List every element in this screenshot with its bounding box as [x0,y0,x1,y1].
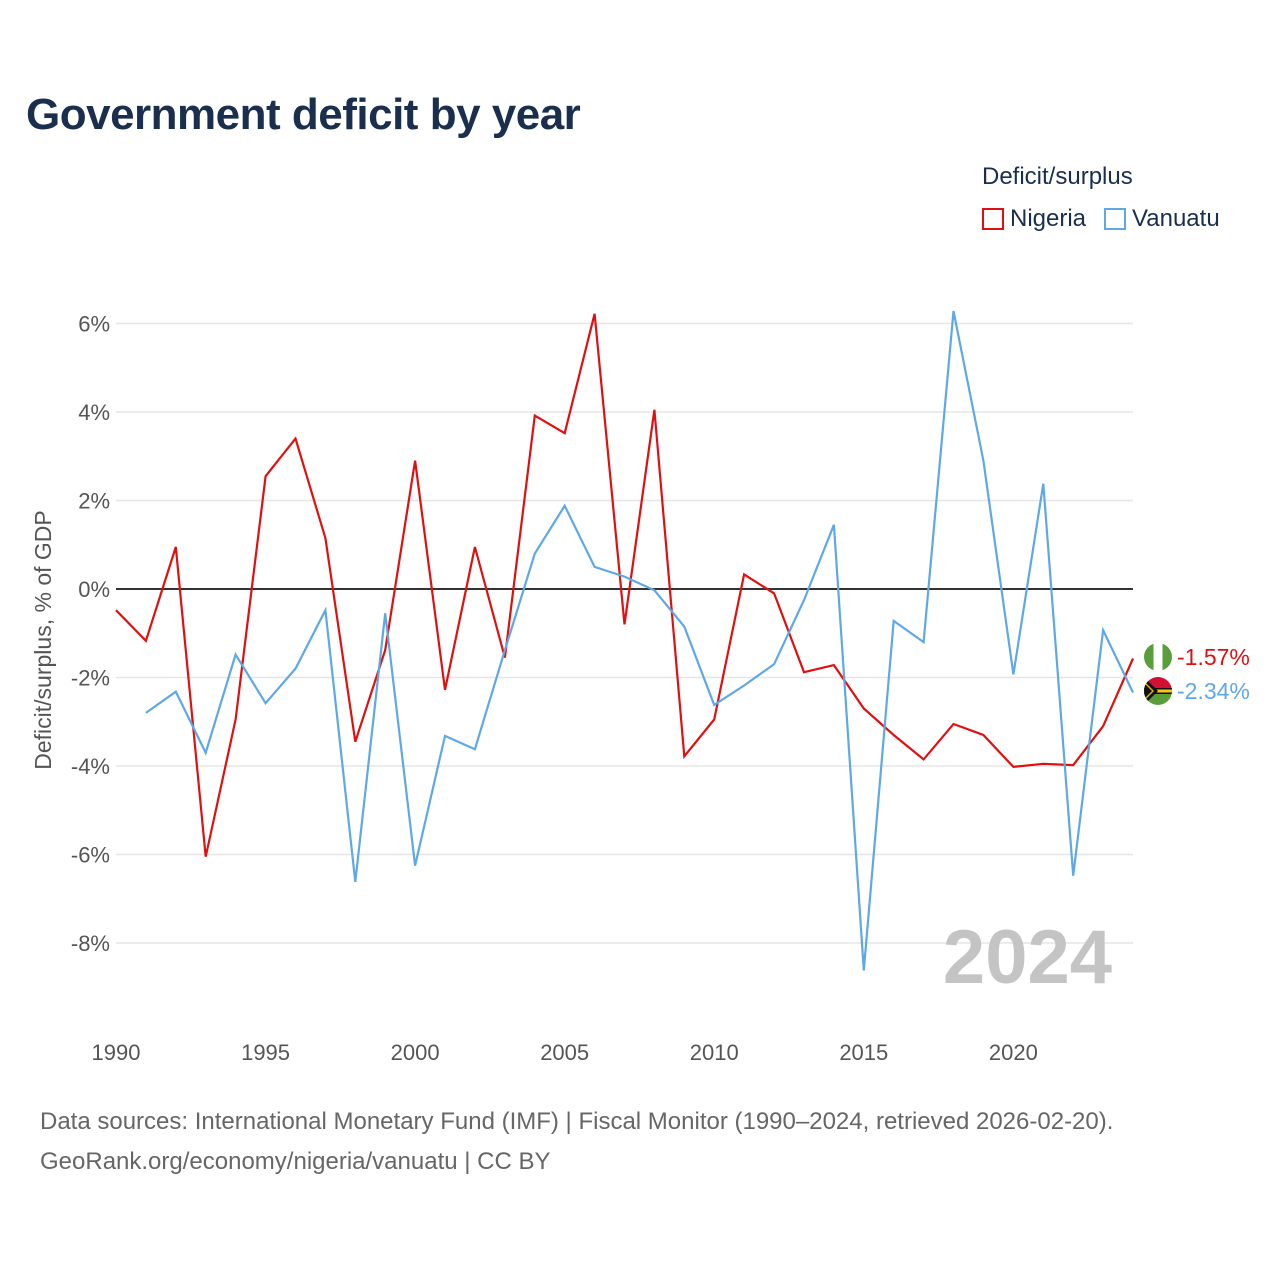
legend-label-nigeria: Nigeria [1010,205,1087,232]
legend: Nigeria Vanuatu [982,205,1238,233]
legend-swatch-nigeria [982,208,1004,230]
y-axis-label: Deficit/surplus, % of GDP [30,510,56,769]
y-tick-label: -4% [71,754,110,779]
x-tick-label: 2000 [391,1040,440,1065]
year-watermark: 2024 [943,915,1112,1000]
legend-title: Deficit/surplus [982,163,1133,190]
end-label-vanuatu: -2.34% [1177,678,1250,704]
y-tick-label: -6% [71,843,110,868]
x-tick-label: 2005 [540,1040,589,1065]
y-tick-labels: 6% 4% 2% 0% -2% -4% -6% -8% [71,312,110,957]
series-line-vanuatu [145,310,1134,971]
footer-sources: Data sources: International Monetary Fun… [40,1108,1114,1135]
legend-item-nigeria[interactable]: Nigeria [982,205,1086,233]
series-lines [115,310,1135,971]
y-tick-label: 0% [78,577,110,602]
footer-link: GeoRank.org/economy/nigeria/vanuatu | CC… [40,1148,551,1175]
x-tick-label: 1995 [241,1040,290,1065]
x-tick-label: 2010 [690,1040,739,1065]
legend-swatch-vanuatu [1104,208,1127,230]
y-tick-label: 2% [78,489,110,514]
y-tick-label: 4% [78,400,110,425]
legend-label-vanuatu: Vanuatu [1132,205,1220,232]
end-label-nigeria: -1.57% [1177,644,1250,670]
x-tick-label: 2020 [989,1040,1038,1065]
y-tick-label: -2% [71,666,110,691]
chart-area: 6% 4% 2% 0% -2% -4% -6% -8% 1990 1995 2000 2005 201… [30,310,1250,1065]
x-tick-labels: 1990 1995 2000 2005 2010 2015 2020 [92,1040,1038,1065]
vanuatu-flag-icon [1144,677,1172,705]
x-tick-label: 1990 [92,1040,141,1065]
nigeria-flag-icon [1144,643,1172,671]
y-tick-label: -8% [71,931,110,956]
y-tick-label: 6% [78,312,110,337]
gridlines [116,322,1133,944]
legend-item-vanuatu[interactable]: Vanuatu [1104,205,1220,233]
x-tick-label: 2015 [839,1040,888,1065]
chart-title: Government deficit by year [26,90,581,139]
series-line-nigeria [115,313,1135,857]
